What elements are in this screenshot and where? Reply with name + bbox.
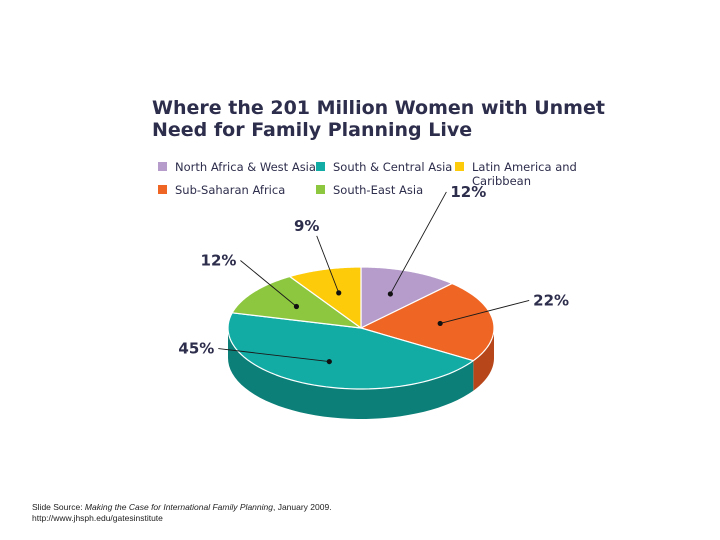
leader-dot-south-east-asia [293, 303, 300, 310]
source-title: Making the Case for International Family… [84, 502, 273, 512]
chart-title: Where the 201 Million Women with Unmet N… [152, 97, 622, 141]
leader-line-south-east-asia [240, 260, 297, 307]
legend-swatch [455, 162, 464, 171]
leader-line-south-central-asia [218, 348, 330, 363]
pie-slice-sub-saharan-africa [360, 282, 495, 362]
legend-label: North Africa & West Asia [175, 160, 316, 174]
data-label-north-africa-west-asia: 12% [450, 183, 486, 201]
source-url: http://www.jhsph.edu/gatesinstitute [32, 513, 163, 523]
pie-side-sub-saharan-africa [473, 328, 494, 391]
legend-label: South-East Asia [333, 183, 424, 197]
pie-slice-south-east-asia [231, 275, 362, 329]
legend-label: Latin America and Caribbean [472, 160, 577, 188]
chart-title-line-2: Need for Family Planning Live [152, 119, 473, 141]
legend-swatch [316, 162, 325, 171]
data-label-south-central-asia: 45% [178, 340, 214, 358]
pie-side-south-central-asia [228, 328, 474, 419]
chart-title-line-1: Where the 201 Million Women with Unmet [152, 97, 605, 119]
slide-source: Slide Source: Making the Case for Intern… [32, 502, 332, 524]
leader-line-north-africa-west-asia [389, 191, 447, 295]
source-suffix: , January 2009. [272, 502, 332, 512]
legend-item-latin-america-caribbean: Latin America and Caribbean [455, 160, 577, 188]
leader-dot-sub-saharan-africa [437, 320, 443, 327]
legend-swatch [158, 162, 167, 171]
legend-item-north-africa-west-asia: North Africa & West Asia [158, 160, 316, 174]
legend-item-south-central-asia: South & Central Asia [316, 160, 452, 174]
leader-dot-latin-america-and-caribbean [336, 290, 342, 296]
legend-label: Sub-Saharan Africa [175, 183, 286, 197]
legend-item-sub-saharan-africa: Sub-Saharan Africa [158, 183, 285, 197]
pie-slice-latin-america-and-caribbean [289, 266, 362, 329]
source-prefix: Slide Source: [32, 502, 85, 512]
legend-swatch [316, 185, 325, 194]
leader-line-sub-saharan-africa [440, 299, 530, 324]
leader-line-latin-america-and-caribbean [316, 235, 340, 294]
data-label-latin-america-and-caribbean: 9% [294, 217, 319, 235]
data-label-sub-saharan-africa: 22% [533, 291, 569, 309]
legend-swatch [158, 185, 167, 194]
pie-slice-north-africa-west-asia [360, 266, 453, 329]
leader-dot-north-africa-west-asia [387, 291, 393, 297]
pie-slice-south-central-asia [227, 312, 474, 390]
legend-label: South & Central Asia [333, 160, 453, 174]
data-label-south-east-asia: 12% [201, 251, 237, 269]
legend-item-south-east-asia: South-East Asia [316, 183, 423, 197]
leader-dot-south-central-asia [326, 358, 332, 365]
